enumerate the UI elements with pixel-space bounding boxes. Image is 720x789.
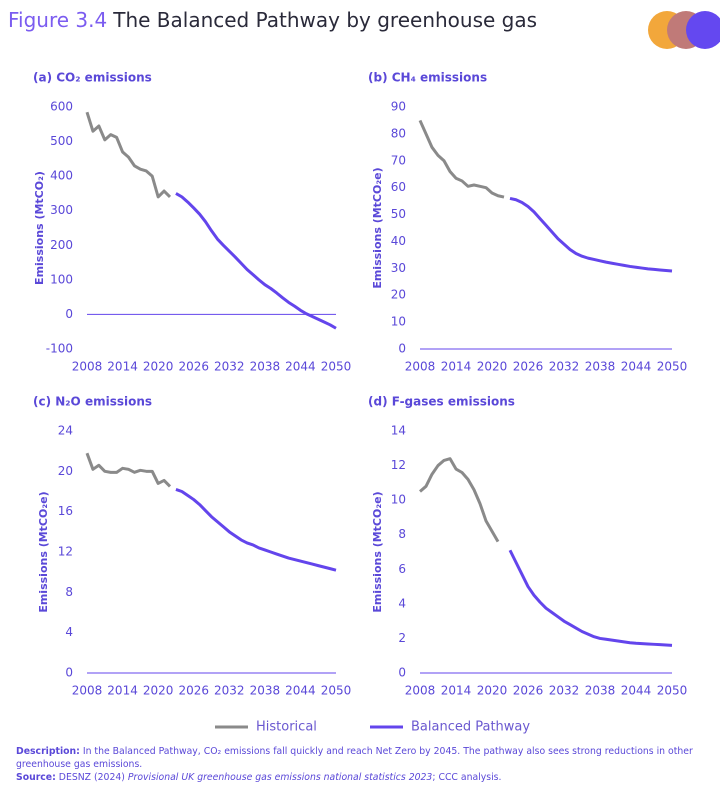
y-tick-label: 12 (58, 545, 73, 559)
y-tick-label: 50 (391, 207, 406, 221)
x-tick-label: 2038 (250, 360, 281, 374)
y-axis-label: Emissions (MtCO₂e) (37, 491, 50, 612)
x-tick-label: 2050 (657, 684, 688, 698)
source-ref: DESNZ (2024) (58, 772, 125, 783)
y-tick-label: 70 (391, 153, 406, 167)
x-tick-label: 2044 (621, 684, 652, 698)
y-tick-label: 20 (58, 464, 73, 478)
source: Source: DESNZ (2024) Provisional UK gree… (16, 771, 710, 784)
x-tick-label: 2044 (621, 360, 652, 374)
x-tick-label: 2014 (107, 684, 138, 698)
y-tick-label: 80 (391, 126, 406, 140)
y-tick-label: 6 (398, 562, 406, 576)
x-tick-label: 2014 (441, 360, 472, 374)
y-tick-label: 0 (65, 666, 73, 680)
x-tick-label: 2050 (321, 360, 352, 374)
y-axis-label: Emissions (MtCO₂e) (371, 491, 384, 612)
x-tick-label: 2026 (513, 684, 544, 698)
x-tick-label: 2038 (250, 684, 281, 698)
x-tick-label: 2038 (585, 360, 616, 374)
y-tick-label: 40 (391, 234, 406, 248)
y-tick-label: 8 (398, 527, 406, 541)
description-label: Description: (16, 746, 80, 757)
x-tick-label: 2050 (657, 360, 688, 374)
x-tick-label: 2008 (405, 684, 436, 698)
series-line (418, 119, 505, 199)
x-tick-label: 2020 (143, 360, 174, 374)
x-tick-label: 2050 (321, 684, 352, 698)
y-tick-label: 12 (391, 458, 406, 472)
source-title: Provisional UK greenhouse gas emissions … (127, 772, 433, 783)
y-tick-label: 10 (391, 315, 406, 329)
y-tick-label: 400 (50, 169, 73, 183)
y-tick-label: 2 (398, 631, 406, 645)
legend-label: Historical (256, 720, 317, 735)
series-line (175, 488, 337, 572)
x-tick-label: 2038 (585, 684, 616, 698)
y-axis-label: Emissions (MtCO₂e) (371, 167, 384, 288)
y-tick-label: 200 (50, 238, 73, 252)
y-tick-label: 24 (58, 424, 73, 438)
panel-title: (c) N₂O emissions (33, 395, 152, 409)
x-tick-label: 2008 (405, 360, 436, 374)
y-tick-label: 0 (398, 666, 406, 680)
x-tick-label: 2032 (549, 360, 580, 374)
y-tick-label: 60 (391, 180, 406, 194)
panel-title: (d) F-gases emissions (368, 395, 515, 409)
y-tick-label: 90 (391, 100, 406, 114)
x-tick-label: 2008 (72, 684, 103, 698)
figure-label: Figure 3.4 (8, 8, 107, 32)
y-tick-label: 600 (50, 100, 73, 114)
y-tick-label: 8 (65, 585, 73, 599)
series-line (509, 196, 673, 273)
series-line (419, 457, 500, 543)
series-line (175, 192, 337, 330)
x-tick-label: 2020 (143, 684, 174, 698)
x-tick-label: 2026 (513, 360, 544, 374)
y-tick-label: 20 (391, 288, 406, 302)
y-tick-label: 500 (50, 134, 73, 148)
legend-label: Balanced Pathway (411, 720, 530, 735)
panel-title: (b) CH₄ emissions (368, 71, 487, 85)
description-text: In the Balanced Pathway, CO₂ emissions f… (16, 746, 693, 770)
x-tick-label: 2020 (477, 360, 508, 374)
x-tick-label: 2014 (441, 684, 472, 698)
x-tick-label: 2032 (214, 360, 245, 374)
x-tick-label: 2020 (477, 684, 508, 698)
y-tick-label: 100 (50, 272, 73, 286)
y-tick-label: 16 (58, 504, 73, 518)
y-tick-label: 300 (50, 203, 73, 217)
series-line (85, 452, 172, 488)
y-tick-label: 0 (65, 307, 73, 321)
x-tick-label: 2026 (178, 360, 209, 374)
description: Description: In the Balanced Pathway, CO… (16, 745, 710, 771)
figure-title: The Balanced Pathway by greenhouse gas (112, 8, 537, 32)
source-rest: ; CCC analysis. (432, 772, 502, 783)
x-tick-label: 2044 (285, 684, 316, 698)
y-axis-label: Emissions (MtCO₂) (33, 171, 46, 285)
x-tick-label: 2044 (285, 360, 316, 374)
figure-heading: Figure 3.4 The Balanced Pathway by greenh… (8, 8, 537, 32)
source-label: Source: (16, 772, 56, 783)
y-tick-label: 14 (391, 424, 406, 438)
x-tick-label: 2014 (107, 360, 138, 374)
y-tick-label: 4 (65, 625, 73, 639)
notes: Description: In the Balanced Pathway, CO… (16, 745, 710, 784)
x-tick-label: 2008 (72, 360, 103, 374)
x-tick-label: 2032 (214, 684, 245, 698)
logo-circle (686, 11, 720, 49)
series-line (85, 111, 172, 199)
y-tick-label: 0 (398, 342, 406, 356)
panel-title: (a) CO₂ emissions (33, 71, 152, 85)
y-tick-label: 30 (391, 261, 406, 275)
y-tick-label: -100 (46, 342, 73, 356)
x-tick-label: 2026 (178, 684, 209, 698)
y-tick-label: 4 (398, 596, 406, 610)
y-tick-label: 10 (391, 493, 406, 507)
x-tick-label: 2032 (549, 684, 580, 698)
series-line (508, 549, 673, 647)
